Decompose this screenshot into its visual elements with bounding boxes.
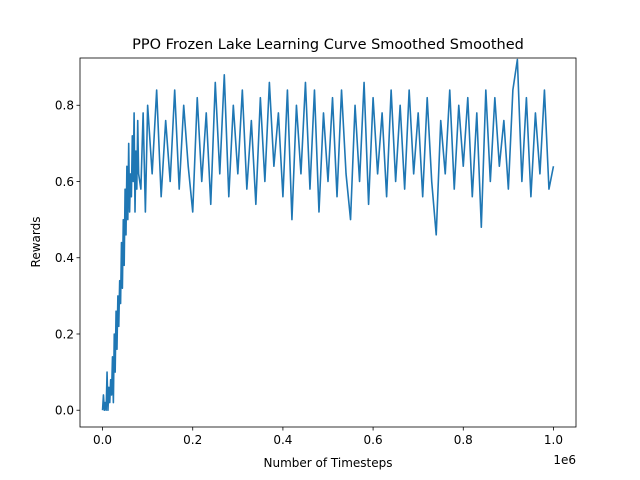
x-tick-label: 0.0 — [93, 433, 112, 447]
y-tick-label: 0.0 — [55, 404, 74, 418]
y-tick-label: 0.8 — [55, 99, 74, 113]
x-axis-label: Number of Timesteps — [264, 456, 393, 470]
y-tick-label: 0.6 — [55, 175, 74, 189]
chart-title: PPO Frozen Lake Learning Curve Smoothed … — [132, 37, 524, 53]
x-axis: 0.0 0.2 0.4 0.6 0.8 1.0 — [93, 427, 563, 447]
x-axis-offset-text: 1e6 — [553, 453, 576, 467]
series-line-0 — [101, 58, 555, 412]
y-tick-label: 0.2 — [55, 327, 74, 341]
y-tick-label: 0.4 — [55, 251, 74, 265]
x-tick-label: 0.4 — [273, 433, 292, 447]
y-axis: 0.0 0.2 0.4 0.6 0.8 — [55, 99, 80, 418]
x-tick-label: 1.0 — [544, 433, 563, 447]
y-axis-label: Rewards — [29, 217, 43, 268]
x-tick-label: 0.6 — [364, 433, 383, 447]
x-tick-label: 0.2 — [183, 433, 202, 447]
plot-area — [101, 58, 555, 412]
axes-frame — [79, 57, 577, 428]
x-tick-label: 0.8 — [454, 433, 473, 447]
